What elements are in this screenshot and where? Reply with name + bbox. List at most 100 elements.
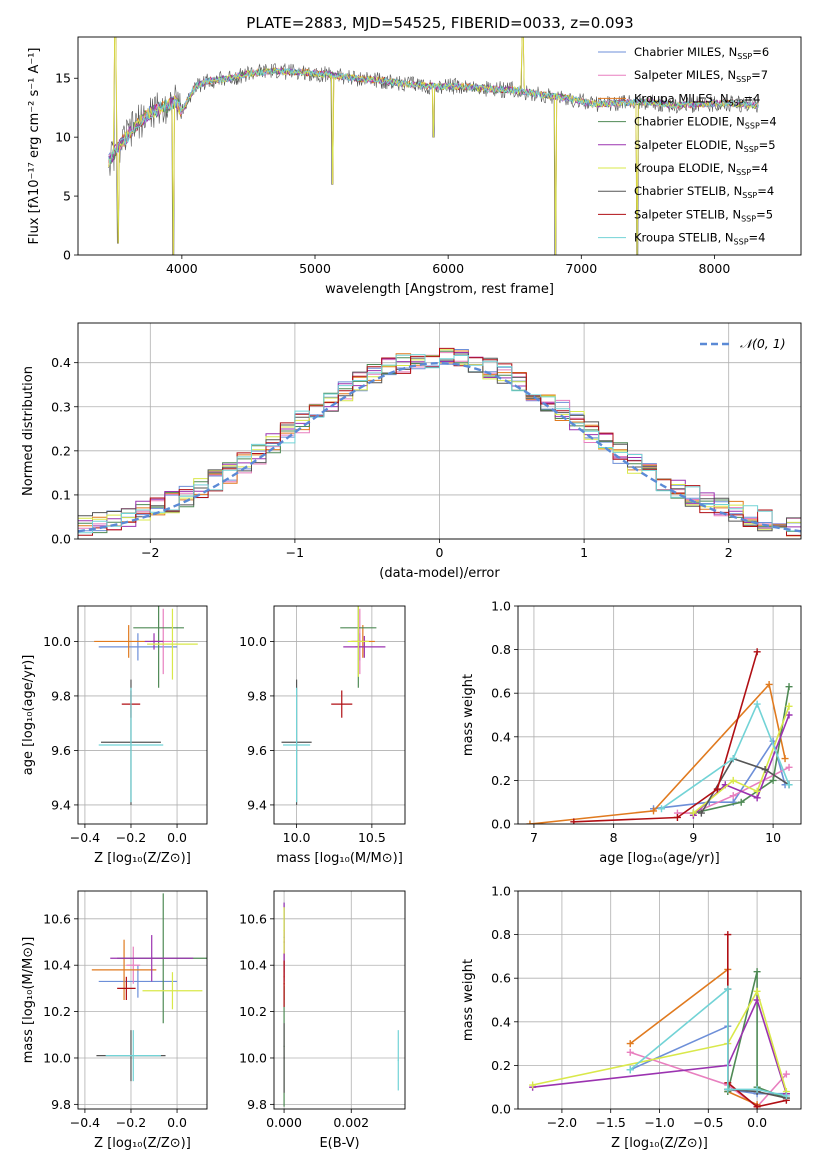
x-tick-label: 0.0: [167, 830, 187, 845]
plot-area-weight_vs_age: [526, 648, 793, 824]
x-tick-label: 8: [610, 830, 618, 845]
y-axis-label: mass [log₁₀(M/M⊙)]: [21, 937, 36, 1064]
weight-marker: [753, 787, 761, 795]
x-tick-label: 0.0: [167, 1115, 187, 1130]
y-tick-label: 0.4: [491, 1014, 511, 1029]
x-axis-label: Z [log₁₀(Z/Z⊙)]: [611, 1136, 708, 1151]
axes-frame: [517, 605, 802, 825]
y-tick-label: 15: [55, 71, 71, 86]
axes-frame: [77, 36, 802, 256]
y-tick-label: 0.8: [491, 927, 511, 942]
weight-marker: [626, 1048, 634, 1056]
x-tick-label: −1.5: [596, 1115, 626, 1130]
histogram-step-8: [78, 354, 801, 534]
legend-entry: Chabrier STELIB, NSSP=4: [634, 184, 774, 200]
weight-marker: [626, 1066, 634, 1074]
y-tick-label: 10.4: [43, 958, 71, 973]
weight-marker: [689, 809, 697, 817]
weight-marker: [782, 1070, 790, 1078]
y-axis-label: age [log₁₀(age/yr)]: [21, 655, 36, 776]
gaussian-curve: [78, 361, 801, 533]
weight-marker: [785, 781, 793, 789]
weight-marker: [753, 794, 761, 802]
y-tick-label: 9.8: [51, 688, 71, 703]
axes-frame: [517, 890, 802, 1110]
weight-marker: [729, 755, 737, 763]
weight-marker: [713, 785, 721, 793]
weight-marker: [753, 987, 761, 995]
y-tick-label: 9.8: [247, 688, 267, 703]
weight-marker: [673, 813, 681, 821]
spectrum-legend: Chabrier MILES, NSSP=6 Salpeter MILES, NS…: [598, 45, 777, 247]
y-tick-label: 10.6: [43, 911, 71, 926]
legend-entry: Kroupa ELODIE, NSSP=4: [634, 161, 768, 177]
weight-marker: [785, 763, 793, 771]
plot-area-spectrum: [108, 37, 759, 255]
y-tick-label: 0.2: [491, 773, 511, 788]
y-tick-label: 10.6: [239, 911, 267, 926]
x-tick-label: 0.000: [266, 1115, 302, 1130]
y-tick-label: 0.2: [51, 443, 71, 458]
x-tick-label: 10: [765, 830, 781, 845]
y-tick-label: 9.8: [247, 1097, 267, 1112]
x-tick-label: 2: [725, 545, 733, 560]
y-axis-label: Flux [fλ10⁻¹⁷ erg cm⁻² s⁻¹ A⁻¹]: [27, 48, 42, 245]
weight-marker: [753, 1085, 761, 1093]
weight-marker: [657, 805, 665, 813]
panel-mass_vs_z: −0.4 −0.2 0.0 9.8 10.0 10.2 10.4 10.6 Z [log₁₀(Z…: [21, 890, 208, 1151]
y-tick-label: 10.0: [239, 634, 267, 649]
x-tick-label: 0.0: [747, 1115, 767, 1130]
weight-marker: [529, 1081, 537, 1089]
x-tick-label: 9: [689, 830, 697, 845]
panel-residuals: −2 −1 0 1 2 0.0 0.1 0.2 0.3 0.4 (data-model)/error…: [21, 322, 802, 581]
weight-marker: [753, 700, 761, 708]
weight-marker: [782, 1092, 790, 1100]
x-tick-label: 6000: [432, 261, 464, 276]
x-axis-label: wavelength [Angstrom, rest frame]: [325, 282, 554, 297]
weight-marker: [724, 931, 732, 939]
x-tick-label: 0: [436, 545, 444, 560]
spectrum-line-8: [108, 67, 759, 165]
y-tick-label: 10.4: [239, 958, 267, 973]
y-tick-label: 10.0: [239, 1050, 267, 1065]
y-tick-label: 1.0: [491, 884, 511, 899]
weight-marker: [724, 985, 732, 993]
x-tick-label: 4000: [166, 261, 198, 276]
legend-entry: Kroupa STELIB, NSSP=4: [634, 231, 765, 247]
residual-legend: 𝒩(0, 1): [700, 336, 786, 351]
weight-marker: [785, 702, 793, 710]
histogram-step-7: [78, 347, 801, 536]
axes-frame: [273, 605, 406, 825]
plot-area-age_vs_z: [94, 606, 198, 805]
weight-marker: [753, 1103, 761, 1109]
weight-marker: [785, 683, 793, 691]
panel-age_vs_mass: 10.0 10.5 9.4 9.6 9.8 10.0 mass [log₁₀(M/M⊙)]: [239, 605, 406, 866]
y-tick-label: 9.8: [51, 1097, 71, 1112]
x-tick-label: −1: [286, 545, 304, 560]
panel-weight_vs_z: −2.0 −1.5 −1.0 −0.5 0.0 0.0 0.2 0.4 0.6 0.8 1.0 Z […: [461, 884, 802, 1151]
y-tick-label: 9.6: [247, 743, 267, 758]
x-tick-label: 5000: [299, 261, 331, 276]
plot-area-age_vs_mass: [281, 606, 386, 805]
y-tick-label: 10.2: [43, 1004, 71, 1019]
weight-marker: [753, 648, 761, 656]
legend-entry: Salpeter STELIB, NSSP=5: [634, 207, 773, 223]
weight-series-8: [661, 702, 790, 810]
y-tick-label: 10.2: [239, 1004, 267, 1019]
x-tick-label: −0.4: [70, 830, 100, 845]
plot-area-residuals: [78, 347, 801, 537]
weight-marker: [765, 680, 773, 688]
y-tick-label: 10.0: [43, 1050, 71, 1065]
x-tick-label: −0.2: [116, 1115, 146, 1130]
spectrum-line-5: [108, 37, 759, 255]
y-tick-label: 10.0: [43, 634, 71, 649]
x-tick-label: 10.5: [358, 830, 386, 845]
plot-area-mass_vs_ebv: [283, 902, 399, 1107]
weight-marker: [626, 1040, 634, 1048]
y-tick-label: 0.8: [491, 642, 511, 657]
axes-frame: [77, 322, 802, 540]
x-axis-label: Z [log₁₀(Z/Z⊙)]: [94, 1136, 191, 1151]
x-tick-label: −1.0: [644, 1115, 674, 1130]
weight-marker: [761, 766, 769, 773]
legend-entry: 𝒩(0, 1): [740, 336, 786, 351]
